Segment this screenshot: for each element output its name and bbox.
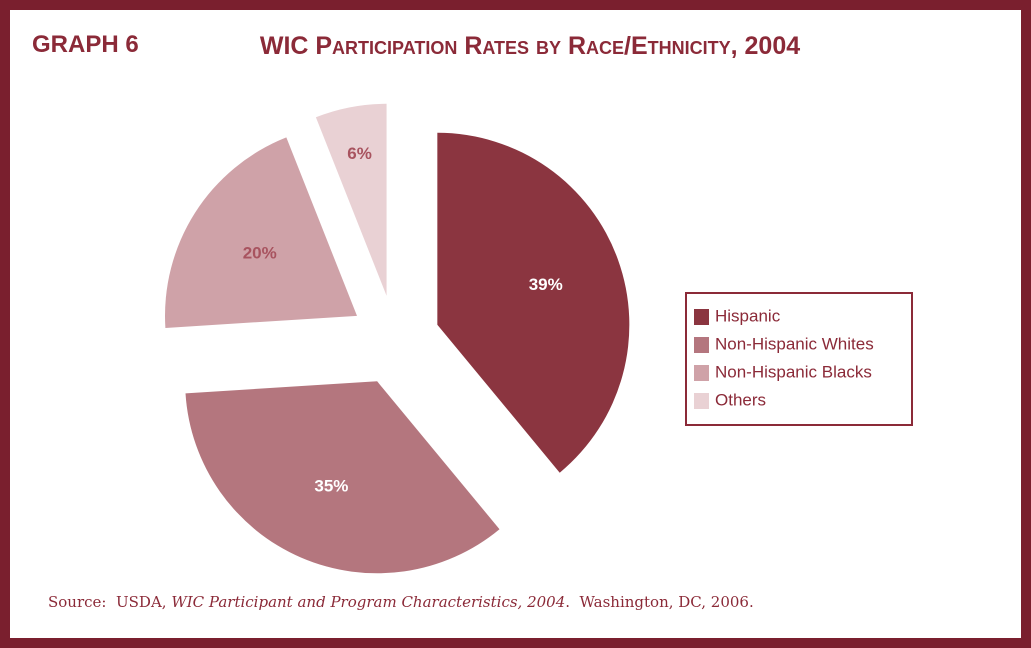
source-prefix: Source: USDA, [48, 593, 171, 611]
legend-label: Others [715, 390, 766, 409]
pie-slice [165, 137, 358, 328]
slice-label: 39% [529, 275, 563, 294]
legend-swatch [694, 365, 709, 381]
graph-label: GRAPH 6 [32, 31, 139, 58]
legend-swatch [694, 393, 709, 409]
legend-swatch [694, 337, 709, 353]
legend-label: Hispanic [715, 306, 781, 325]
slice-label: 35% [314, 477, 348, 496]
legend-label: Non-Hispanic Whites [715, 334, 874, 353]
source-title: WIC Participant and Program Characterist… [171, 593, 565, 611]
pie-slice [437, 132, 630, 473]
legend-box [685, 292, 913, 426]
source-suffix: . Washington, DC, 2006. [565, 593, 753, 611]
pie-slice [315, 103, 387, 296]
source-note: Source: USDA, WIC Participant and Progra… [48, 593, 754, 611]
legend-swatch [694, 309, 709, 325]
slice-label: 6% [347, 144, 372, 163]
pie-slice [185, 381, 500, 574]
slice-label: 20% [243, 244, 277, 263]
legend-label: Non-Hispanic Blacks [715, 362, 872, 381]
chart-title: WIC Participation Rates by Race/Ethnicit… [260, 32, 800, 60]
